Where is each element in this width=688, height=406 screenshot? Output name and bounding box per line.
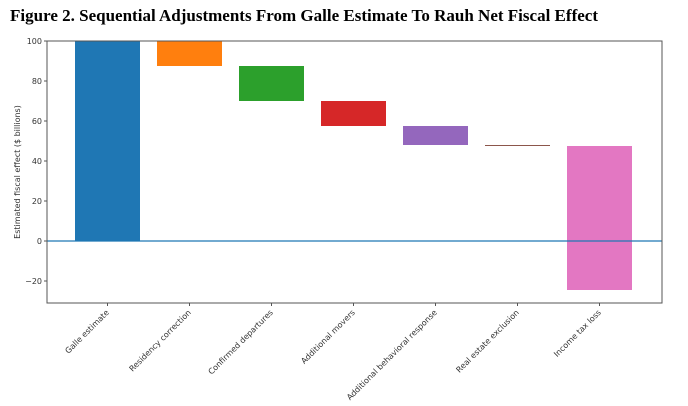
- y-axis-label: Estimated fiscal effect ($ billions): [13, 105, 22, 239]
- y-tick-label: 80: [32, 77, 42, 86]
- bar-income-tax-loss: [567, 146, 632, 290]
- x-tick-label: Real estate exclusion: [454, 308, 520, 374]
- y-tick-label: 60: [32, 117, 42, 126]
- y-tick-label: 20: [32, 197, 42, 206]
- y-tick-label: −20: [25, 277, 42, 286]
- x-tick-label: Residency correction: [128, 308, 193, 373]
- bar-confirmed-departures: [239, 66, 304, 101]
- bar-additional-behavioral-response: [403, 126, 468, 145]
- x-tick-label: Galle estimate: [63, 308, 111, 356]
- plot-frame: [46, 40, 663, 304]
- bar-galle-estimate: [75, 41, 140, 241]
- bar-additional-movers: [321, 101, 386, 126]
- y-tick-label: 0: [37, 237, 42, 246]
- y-tick-label: 40: [32, 157, 42, 166]
- y-tick-label: 100: [27, 37, 42, 46]
- x-tick-label: Additional movers: [299, 308, 357, 366]
- bar-residency-correction: [157, 41, 222, 66]
- chart-title: Figure 2. Sequential Adjustments From Ga…: [10, 6, 598, 25]
- x-tick-label: Income tax loss: [552, 308, 603, 359]
- x-tick-label: Confirmed departures: [206, 308, 274, 376]
- x-tick-label: Additional behavioral response: [345, 308, 439, 402]
- bar-real-estate-exclusion: [485, 145, 550, 146]
